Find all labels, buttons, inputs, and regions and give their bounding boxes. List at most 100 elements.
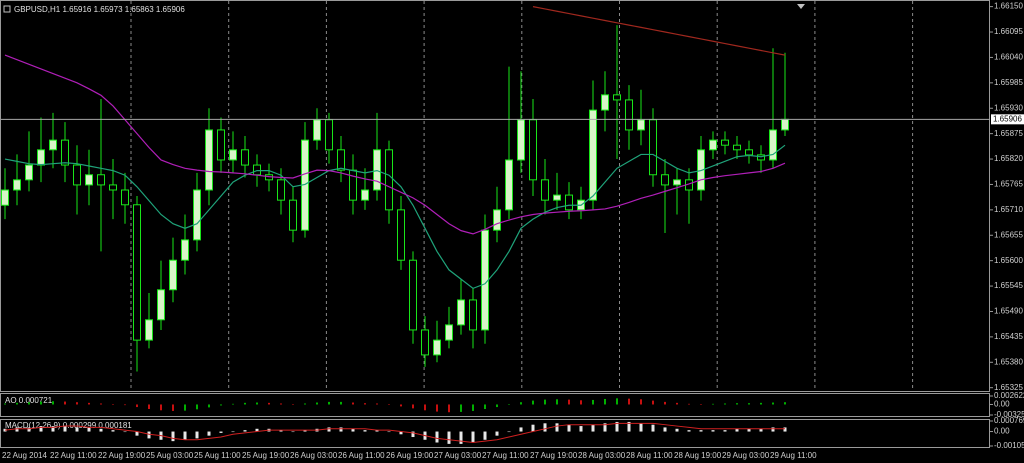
candle-body xyxy=(781,118,789,131)
macd-bar xyxy=(183,431,187,440)
x-tick-label: 26 Aug 19:00 xyxy=(386,451,434,460)
x-tick-label: 27 Aug 03:00 xyxy=(434,451,482,460)
candle-body xyxy=(85,174,93,186)
candle-body xyxy=(289,199,297,231)
ao-bar xyxy=(568,399,570,405)
candle-body xyxy=(601,94,609,111)
ao-bar xyxy=(88,402,90,405)
y-tick-label: 1.66095 xyxy=(994,27,1023,36)
ao-bar xyxy=(472,404,474,411)
x-tick-label: 25 Aug 19:00 xyxy=(242,451,290,460)
ao-bar xyxy=(640,399,642,405)
ao-bar xyxy=(592,399,594,405)
candle-body xyxy=(277,179,285,201)
x-tick-label: 25 Aug 03:00 xyxy=(146,451,194,460)
macd-bar xyxy=(519,427,523,432)
macd-bar xyxy=(687,430,691,432)
ao-bar xyxy=(76,402,78,405)
y-tick-label: 0.000769 xyxy=(994,416,1024,425)
y-tick-label: -0.001055 xyxy=(994,441,1024,450)
macd-bar xyxy=(387,431,391,433)
ao-bar xyxy=(316,402,318,405)
ao-bar xyxy=(4,403,6,405)
x-tick-label: 28 Aug 19:00 xyxy=(674,451,722,460)
shift-marker xyxy=(797,4,805,9)
ao-bar xyxy=(712,403,714,405)
candle-body xyxy=(769,129,777,161)
candle-body xyxy=(49,139,57,151)
x-tick-label: 26 Aug 11:00 xyxy=(338,451,385,460)
ao-bar xyxy=(508,404,510,405)
ao-bar xyxy=(16,402,18,405)
candle-body xyxy=(409,259,417,331)
macd-bar xyxy=(579,426,583,432)
candle-body xyxy=(217,129,225,161)
macd-bar xyxy=(711,430,715,432)
ao-bar xyxy=(340,401,342,405)
candle-body xyxy=(661,174,669,186)
macd-bar xyxy=(399,431,403,435)
macd-bar xyxy=(231,431,235,433)
ao-bar xyxy=(532,400,534,405)
candle-body xyxy=(133,204,141,341)
ao-bar xyxy=(244,402,246,405)
macd-bar xyxy=(351,428,355,432)
x-tick-label: 26 Aug 03:00 xyxy=(290,451,338,460)
y-tick-label: 1.65930 xyxy=(994,103,1023,112)
x-tick-label: 29 Aug 03:00 xyxy=(722,451,770,460)
macd-bar xyxy=(39,426,43,432)
ao-bar xyxy=(412,404,414,409)
y-tick-label: 0.00 xyxy=(994,400,1010,409)
ao-bar xyxy=(544,399,546,405)
ao-bar xyxy=(148,404,150,409)
macd-bar xyxy=(483,431,487,440)
macd-bar xyxy=(15,427,19,432)
ao-bar xyxy=(256,402,258,405)
macd-bar xyxy=(207,431,211,436)
macd-panel-frame xyxy=(0,419,990,448)
macd-bar xyxy=(639,423,643,432)
ao-bar xyxy=(376,403,378,405)
ao-bar xyxy=(352,402,354,405)
chart-title: GBPUSD,H1 1.65916 1.65973 1.65863 1.6590… xyxy=(14,5,185,14)
candle-body xyxy=(241,149,249,166)
macd-bar xyxy=(747,428,751,432)
ao-bar xyxy=(172,404,174,411)
last-price-label: 1.65906 xyxy=(993,114,1022,123)
x-tick-label: 25 Aug 11:00 xyxy=(194,451,241,460)
candle-body xyxy=(157,289,165,321)
y-tick-label: 1.65490 xyxy=(994,307,1023,316)
macd-bar xyxy=(591,424,595,432)
candle-body xyxy=(397,209,405,261)
candle-body xyxy=(13,179,21,191)
macd-bar xyxy=(543,423,547,432)
candle-body xyxy=(61,139,69,166)
ao-bar xyxy=(736,403,738,405)
macd-bar xyxy=(63,426,67,432)
ao-bar xyxy=(772,402,774,405)
candle-body xyxy=(325,119,333,151)
x-tick-label: 22 Aug 2014 xyxy=(2,451,47,460)
macd-bar xyxy=(171,431,175,442)
macd-bar xyxy=(495,431,499,436)
macd-bar xyxy=(675,428,679,432)
candle-body xyxy=(469,299,477,331)
macd-bar xyxy=(243,430,247,432)
ao-bar xyxy=(328,401,330,405)
ao-bar xyxy=(688,403,690,405)
y-tick-label: 1.65600 xyxy=(994,256,1023,265)
candle-body xyxy=(361,189,369,201)
macd-bar xyxy=(75,427,79,432)
ao-bar xyxy=(616,398,618,405)
macd-bar xyxy=(27,427,31,432)
ao-bar xyxy=(496,404,498,408)
ao-bar xyxy=(280,403,282,405)
ao-bar xyxy=(604,398,606,405)
macd-bar xyxy=(735,428,739,432)
x-tick-label: 22 Aug 11:00 xyxy=(50,451,97,460)
candle-body xyxy=(181,239,189,261)
candle-body xyxy=(529,119,537,181)
